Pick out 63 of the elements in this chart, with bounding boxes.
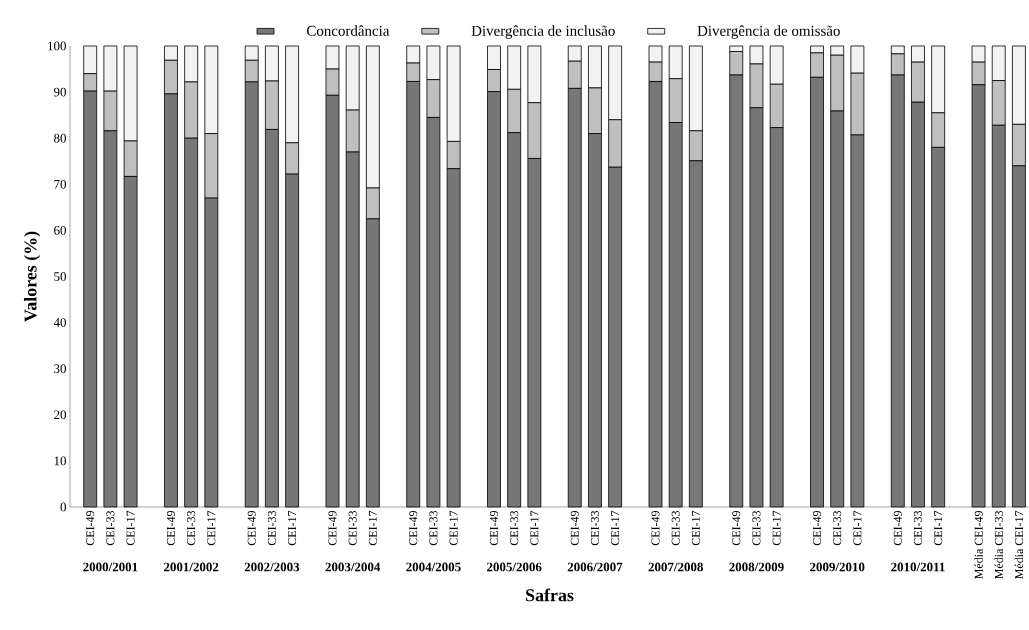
- x-tick-label: CEI-49: [489, 511, 498, 546]
- x-tick-label: CEI-17: [772, 510, 781, 546]
- x-tick-label: CEI-33: [348, 510, 357, 546]
- y-tick-label: 0: [60, 502, 66, 512]
- x-tick-label: CEI-17: [207, 510, 216, 546]
- x-tick-label: CEI-17: [934, 510, 943, 546]
- x-tick-label: Média CEI-49: [974, 510, 983, 579]
- text: 2006/2007: [567, 562, 623, 572]
- y-tick-label: 100: [48, 41, 66, 51]
- x-tick-label: CEI-33: [267, 510, 276, 546]
- text: 2000/2001: [83, 562, 138, 572]
- x-tick-label: CEI-33: [429, 510, 438, 546]
- legend-label: Concordância: [307, 25, 390, 36]
- y-tick-label: 30: [54, 364, 66, 374]
- text: 2010/2011: [891, 562, 945, 572]
- x-tick-label: CEI-49: [409, 511, 418, 546]
- x-tick-label: CEI-33: [187, 510, 196, 546]
- x-tick-label: CEI-49: [651, 511, 660, 546]
- x-tick-label: Média CEI-17: [1014, 510, 1024, 579]
- text: 2008/2009: [729, 562, 784, 572]
- y-tick-label: 60: [54, 226, 66, 235]
- text: 2003/2004: [325, 562, 381, 572]
- x-tick-label: CEI-17: [449, 510, 458, 546]
- y-tick-label: 70: [54, 179, 66, 189]
- y-tick-label: 20: [54, 410, 66, 420]
- x-tick-label: CEI-33: [510, 510, 519, 546]
- x-tick-label: CEI-49: [570, 511, 579, 546]
- text: 2009/2010: [810, 562, 865, 572]
- x-tick-label: CEI-17: [288, 510, 297, 546]
- x-tick-label: CEI-17: [368, 510, 377, 546]
- y-tick-label: 40: [53, 318, 66, 327]
- x-tick-label: CEI-33: [833, 510, 842, 546]
- x-tick-label: CEI-33: [913, 510, 922, 546]
- x-tick-label: CEI-49: [328, 511, 337, 546]
- x-tick-label: CEI-17: [126, 510, 135, 546]
- y-tick-label: 90: [53, 87, 66, 97]
- x-tick-label: CEI-49: [893, 511, 902, 546]
- x-tick-label: CEI-49: [86, 511, 95, 546]
- x-tick-label: CEI-17: [611, 510, 620, 546]
- y-tick-label: 50: [54, 272, 66, 281]
- x-tick-label: CEI-17: [853, 510, 862, 546]
- x-tick-label: CEI-17: [691, 510, 700, 546]
- x-axis-title: Safras: [526, 588, 574, 602]
- x-tick-label: CEI-49: [813, 511, 822, 546]
- y-tick-label: 80: [54, 133, 66, 143]
- x-tick-label: CEI-49: [247, 511, 256, 546]
- legend-label: Divergência de omissão: [697, 25, 840, 39]
- text: 2005/2006: [487, 562, 542, 572]
- y-axis-title: Valores (%): [23, 231, 41, 322]
- x-tick-label: CEI-33: [671, 510, 680, 546]
- text: 2001/2002: [163, 562, 219, 572]
- text: 2002/2003: [244, 562, 300, 572]
- x-tick-label: CEI-33: [590, 510, 599, 546]
- x-tick-label: Média CEI-33: [994, 510, 1003, 579]
- x-tick-label: CEI-49: [166, 511, 175, 546]
- x-tick-label: CEI-33: [106, 510, 115, 546]
- legend-label: Divergência de inclusão: [471, 25, 615, 39]
- text: 2004/2005: [406, 562, 461, 572]
- x-tick-label: CEI-49: [732, 511, 741, 546]
- x-tick-label: CEI-17: [530, 510, 539, 546]
- text: 2007/2008: [648, 562, 703, 572]
- x-tick-label: CEI-33: [752, 510, 761, 546]
- y-tick-label: 10: [54, 456, 66, 466]
